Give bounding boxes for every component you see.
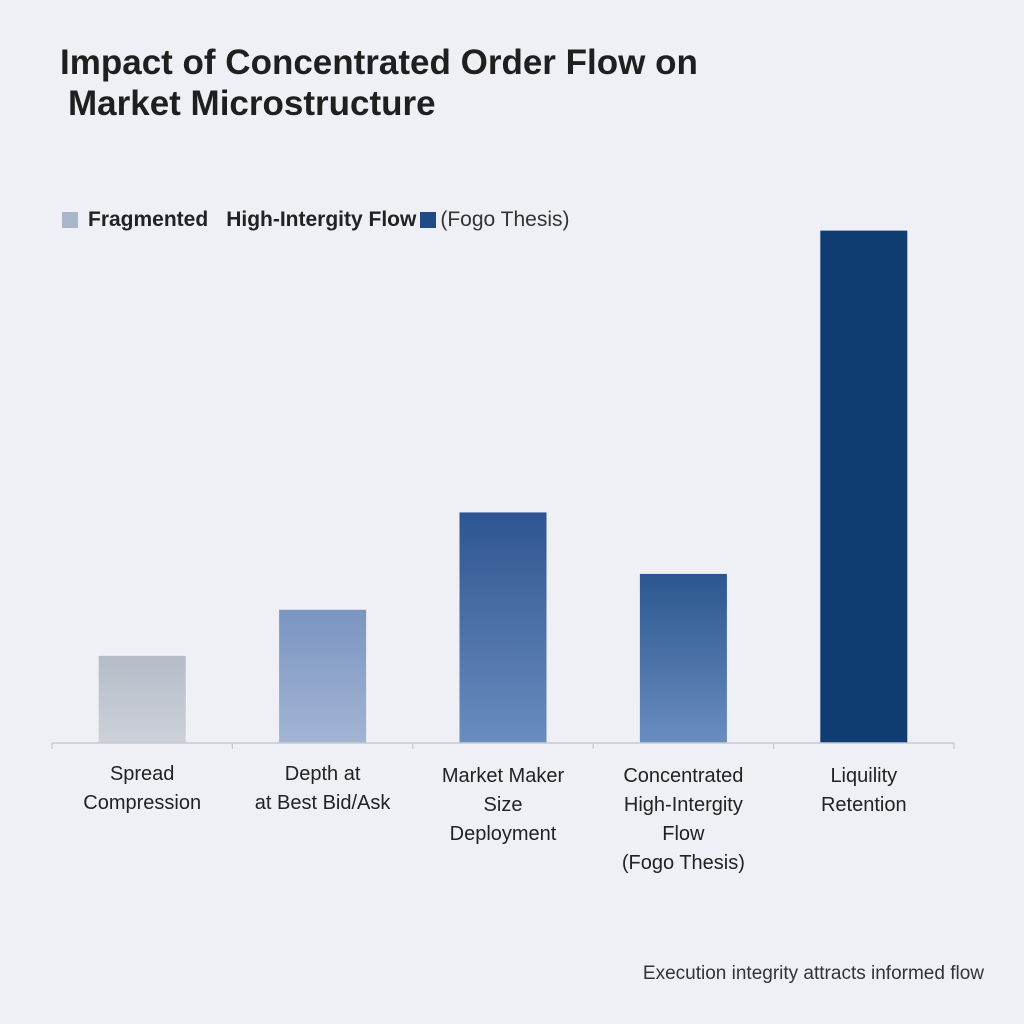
legend-label-fragmented: Fragmented (88, 208, 209, 231)
legend-swatch-high-integrity (420, 212, 437, 228)
x-axis (51, 742, 955, 749)
chart-title-line-2: Market Microstructure (68, 84, 436, 123)
x-tick-label: Spread Compression (83, 763, 202, 814)
chart-title: Impact of Concentrated Order Flow on Mar… (60, 42, 820, 124)
bar-4 (639, 573, 727, 743)
bar-2 (279, 609, 367, 743)
chart-title-line-1: Impact of Concentrated Order Flow on (60, 43, 698, 82)
legend-label-high-integrity-suffix: (Fogo Thesis) (440, 208, 570, 231)
bars-group (98, 230, 908, 744)
legend-label-high-integrity: High-Intergity Flow (226, 208, 417, 231)
footnote: Execution integrity attracts informed fl… (642, 963, 984, 984)
x-tick-label: Liquility Retention (820, 765, 907, 816)
bar-1 (98, 655, 186, 743)
legend-swatch-fragmented (62, 212, 78, 228)
x-tick-label: Depth at at Best Bid/Ask (254, 763, 391, 814)
x-tick-label: Concentrated High-Intergity Flow (Fogo T… (621, 765, 745, 874)
bar-5 (820, 230, 908, 744)
chart-legend: Fragmented High-Intergity Flow (Fogo The… (62, 208, 570, 232)
bar-3 (459, 512, 547, 743)
x-tick-label: Market Maker Size Deployment (441, 765, 565, 845)
